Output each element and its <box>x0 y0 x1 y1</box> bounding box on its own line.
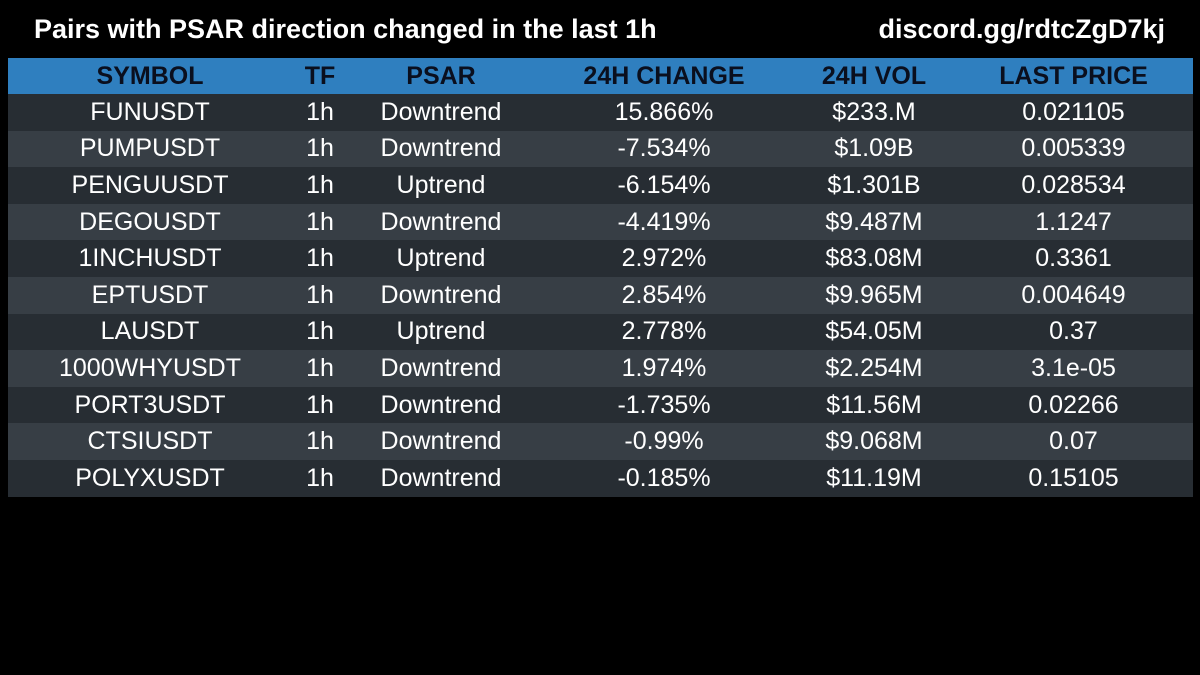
cell-timeframe: 1h <box>306 317 334 346</box>
cell-last-price: 0.15105 <box>1028 463 1119 492</box>
cell-24h-change: -7.534% <box>617 134 711 163</box>
cell-timeframe: 1h <box>306 353 334 382</box>
cell-timeframe: 1h <box>306 134 334 163</box>
cell-last-price: 0.021105 <box>1022 97 1125 126</box>
cell-24h-change: 15.866% <box>614 97 714 126</box>
cell-psar-direction: Uptrend <box>396 317 486 346</box>
cell-24h-change: -1.735% <box>617 390 711 419</box>
psar-pairs-table: SYMBOL TF PSAR 24H CHANGE 24H VOL LAST P… <box>8 58 1193 497</box>
cell-24h-volume: $1.301B <box>827 170 921 199</box>
cell-24h-change: 2.778% <box>621 317 707 346</box>
cell-symbol: PUMPUSDT <box>79 134 221 163</box>
page-title: Pairs with PSAR direction changed in the… <box>34 14 657 44</box>
column-header-last-price[interactable]: LAST PRICE <box>999 61 1148 90</box>
discord-invite-link[interactable]: discord.gg/rdtcZgD7kj <box>878 14 1165 44</box>
header-bar: Pairs with PSAR direction changed in the… <box>0 0 1200 58</box>
table-row[interactable]: LAUSDT 1h Uptrend 2.778% $54.05M 0.37 <box>8 313 1193 351</box>
cell-symbol: POLYXUSDT <box>75 463 225 492</box>
cell-last-price: 0.028534 <box>1021 170 1126 199</box>
table-row[interactable]: FUNUSDT 1h Downtrend 15.866% $233.M 0.021105 <box>8 94 1193 131</box>
cell-symbol: PORT3USDT <box>74 390 226 419</box>
cell-symbol: EPTUSDT <box>91 280 209 309</box>
cell-symbol: LAUSDT <box>100 317 200 346</box>
cell-last-price: 0.005339 <box>1021 134 1126 163</box>
cell-timeframe: 1h <box>306 170 334 199</box>
cell-24h-change: -6.154% <box>617 170 711 199</box>
cell-timeframe: 1h <box>306 280 334 309</box>
cell-last-price: 0.07 <box>1049 427 1098 456</box>
cell-timeframe: 1h <box>306 97 334 126</box>
column-header-tf[interactable]: TF <box>304 61 336 90</box>
cell-24h-change: 2.854% <box>621 280 707 309</box>
cell-24h-volume: $83.08M <box>825 244 923 273</box>
table-row[interactable]: 1INCHUSDT 1h Uptrend 2.972% $83.08M 0.3361 <box>8 240 1193 277</box>
table-row[interactable]: DEGOUSDT 1h Downtrend -4.419% $9.487M 1.1247 <box>8 203 1193 241</box>
cell-last-price: 0.3361 <box>1035 244 1112 273</box>
cell-last-price: 3.1e-05 <box>1031 353 1116 382</box>
cell-24h-volume: $233.M <box>832 97 916 126</box>
cell-24h-change: 1.974% <box>621 353 707 382</box>
cell-24h-change: -4.419% <box>617 207 711 236</box>
cell-psar-direction: Uptrend <box>396 244 486 273</box>
cell-psar-direction: Downtrend <box>380 207 502 236</box>
cell-symbol: 1000WHYUSDT <box>59 353 241 382</box>
table-body: FUNUSDT 1h Downtrend 15.866% $233.M 0.021105 P… <box>8 94 1193 497</box>
cell-psar-direction: Downtrend <box>380 280 502 309</box>
cell-timeframe: 1h <box>306 463 334 492</box>
column-header-psar[interactable]: PSAR <box>406 61 476 90</box>
cell-last-price: 1.1247 <box>1035 207 1112 236</box>
cell-24h-volume: $11.19M <box>826 463 922 492</box>
cell-psar-direction: Downtrend <box>380 463 502 492</box>
cell-timeframe: 1h <box>306 390 334 419</box>
cell-symbol: FUNUSDT <box>90 97 210 126</box>
cell-24h-volume: $1.09B <box>834 134 914 163</box>
table-row[interactable]: PENGUUSDT 1h Uptrend -6.154% $1.301B 0.028534 <box>8 167 1193 204</box>
cell-last-price: 0.02266 <box>1028 390 1119 419</box>
cell-last-price: 0.004649 <box>1021 280 1126 309</box>
cell-symbol: 1INCHUSDT <box>78 244 222 273</box>
cell-symbol: CTSIUSDT <box>87 427 213 456</box>
cell-psar-direction: Downtrend <box>380 353 502 382</box>
cell-last-price: 0.37 <box>1049 317 1098 346</box>
column-header-symbol[interactable]: SYMBOL <box>96 61 204 90</box>
cell-psar-direction: Downtrend <box>380 427 502 456</box>
cell-timeframe: 1h <box>306 207 334 236</box>
column-header-24h-vol[interactable]: 24H VOL <box>821 61 927 90</box>
cell-timeframe: 1h <box>306 244 334 273</box>
cell-24h-volume: $9.965M <box>825 280 923 309</box>
table-row[interactable]: EPTUSDT 1h Downtrend 2.854% $9.965M 0.004649 <box>8 276 1193 314</box>
cell-timeframe: 1h <box>306 427 334 456</box>
cell-symbol: PENGUUSDT <box>71 170 229 199</box>
cell-symbol: DEGOUSDT <box>79 207 221 236</box>
cell-24h-volume: $2.254M <box>825 353 923 382</box>
table-header-row: SYMBOL TF PSAR 24H CHANGE 24H VOL LAST P… <box>8 58 1193 94</box>
cell-24h-volume: $9.487M <box>825 207 923 236</box>
cell-24h-change: -0.185% <box>617 463 711 492</box>
table-row[interactable]: CTSIUSDT 1h Downtrend -0.99% $9.068M 0.07 <box>8 423 1193 460</box>
cell-psar-direction: Downtrend <box>380 97 502 126</box>
table-row[interactable]: 1000WHYUSDT 1h Downtrend 1.974% $2.254M 3.1e-… <box>8 350 1193 387</box>
table-row[interactable]: PORT3USDT 1h Downtrend -1.735% $11.56M 0.0226… <box>8 386 1193 424</box>
cell-psar-direction: Uptrend <box>396 170 486 199</box>
table-row[interactable]: POLYXUSDT 1h Downtrend -0.185% $11.19M 0.1510… <box>8 459 1193 497</box>
cell-24h-volume: $9.068M <box>825 427 923 456</box>
cell-psar-direction: Downtrend <box>380 134 502 163</box>
cell-24h-volume: $11.56M <box>826 390 922 419</box>
table-row[interactable]: PUMPUSDT 1h Downtrend -7.534% $1.09B 0.005339 <box>8 130 1193 168</box>
cell-24h-volume: $54.05M <box>825 317 923 346</box>
cell-psar-direction: Downtrend <box>380 390 502 419</box>
column-header-24h-change[interactable]: 24H CHANGE <box>583 61 745 90</box>
cell-24h-change: 2.972% <box>621 244 707 273</box>
cell-24h-change: -0.99% <box>624 427 704 456</box>
